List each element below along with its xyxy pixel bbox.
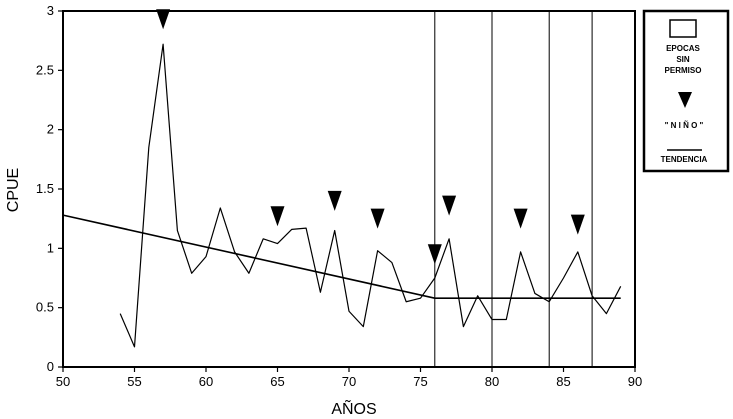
y-tick-label-6: 3 xyxy=(47,3,54,18)
legend-nino: " N I Ñ O " xyxy=(665,121,704,130)
x-tick-label-6: 80 xyxy=(485,374,499,389)
legend-epocas-line2: SIN xyxy=(676,55,690,64)
y-tick-label-2: 1 xyxy=(47,240,54,255)
nino-legend-triangle-icon xyxy=(678,92,692,108)
x-tick-label-1: 55 xyxy=(127,374,141,389)
nino-marker-2 xyxy=(327,190,342,211)
x-tick-label-8: 90 xyxy=(628,374,642,389)
x-axis-title: AÑOS xyxy=(331,398,376,418)
nino-marker-7 xyxy=(570,214,585,235)
nino-marker-3 xyxy=(370,208,385,229)
sin-permiso-swatch xyxy=(669,19,697,38)
x-axis: 50 55 60 65 70 75 80 85 90 xyxy=(56,367,642,389)
nino-marker-1 xyxy=(270,206,285,227)
nino-marker-6 xyxy=(513,208,528,229)
legend-tendencia: TENDENCIA xyxy=(661,155,708,164)
plot-frame xyxy=(62,10,636,368)
y-axis: 0 0.5 1 1.5 2 2.5 3 xyxy=(36,3,63,374)
x-tick-label-2: 60 xyxy=(199,374,213,389)
legend-epocas-line3: PERMISO xyxy=(665,66,702,75)
x-tick-label-3: 65 xyxy=(270,374,284,389)
y-tick-label-4: 2 xyxy=(47,122,54,137)
y-tick-label-5: 2.5 xyxy=(36,62,54,77)
x-tick-label-5: 75 xyxy=(413,374,427,389)
sin-permiso-lines xyxy=(434,11,593,367)
x-tick-label-4: 70 xyxy=(342,374,356,389)
y-axis-title: CPUE xyxy=(5,168,22,212)
plot-border xyxy=(62,10,636,368)
nino-marker-5 xyxy=(442,195,457,216)
cpue-line xyxy=(119,43,622,348)
y-tick-label-3: 1.5 xyxy=(36,181,54,196)
nino-markers xyxy=(156,9,585,265)
x-tick-label-0: 50 xyxy=(56,374,70,389)
y-tick-label-1: 0.5 xyxy=(36,300,54,315)
series-layer xyxy=(62,43,622,348)
nino-marker-0 xyxy=(156,9,171,30)
nino-marker-4 xyxy=(427,244,442,265)
legend-epocas-line1: EPOCAS xyxy=(666,44,700,53)
legend: EPOCAS SIN PERMISO " N I Ñ O " TENDENCIA xyxy=(642,9,730,173)
tendencia-line xyxy=(62,214,621,299)
y-tick-label-0: 0 xyxy=(47,359,54,374)
x-tick-label-7: 85 xyxy=(556,374,570,389)
